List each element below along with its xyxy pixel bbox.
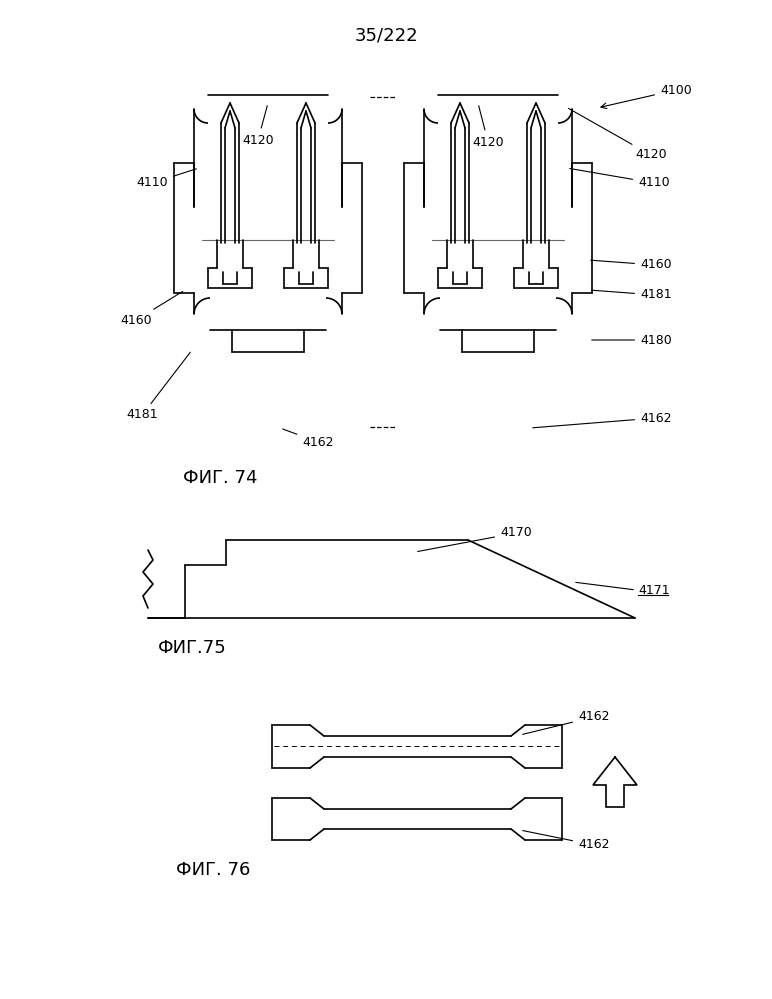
Text: 4162: 4162 bbox=[283, 429, 334, 449]
Text: ФИГ. 76: ФИГ. 76 bbox=[176, 861, 250, 879]
Text: 35/222: 35/222 bbox=[354, 26, 418, 44]
Text: 4120: 4120 bbox=[242, 106, 274, 147]
Text: ФИГ. 74: ФИГ. 74 bbox=[183, 469, 257, 487]
Text: 4160: 4160 bbox=[591, 259, 672, 272]
Text: 4100: 4100 bbox=[601, 84, 692, 109]
Text: 4110: 4110 bbox=[137, 169, 196, 190]
Text: 4160: 4160 bbox=[120, 292, 183, 327]
Text: 4110: 4110 bbox=[570, 169, 669, 190]
Text: 4181: 4181 bbox=[592, 289, 672, 302]
Text: 4162: 4162 bbox=[533, 412, 672, 428]
Text: 4120: 4120 bbox=[472, 106, 504, 149]
Text: 4170: 4170 bbox=[418, 526, 532, 551]
Text: 4120: 4120 bbox=[568, 108, 667, 162]
Text: 4171: 4171 bbox=[638, 583, 669, 596]
Text: 4181: 4181 bbox=[127, 353, 191, 422]
Text: ФИГ.75: ФИГ.75 bbox=[157, 639, 226, 657]
Text: 4162: 4162 bbox=[523, 830, 610, 851]
Text: 4162: 4162 bbox=[523, 710, 610, 734]
Text: 4180: 4180 bbox=[592, 334, 672, 347]
